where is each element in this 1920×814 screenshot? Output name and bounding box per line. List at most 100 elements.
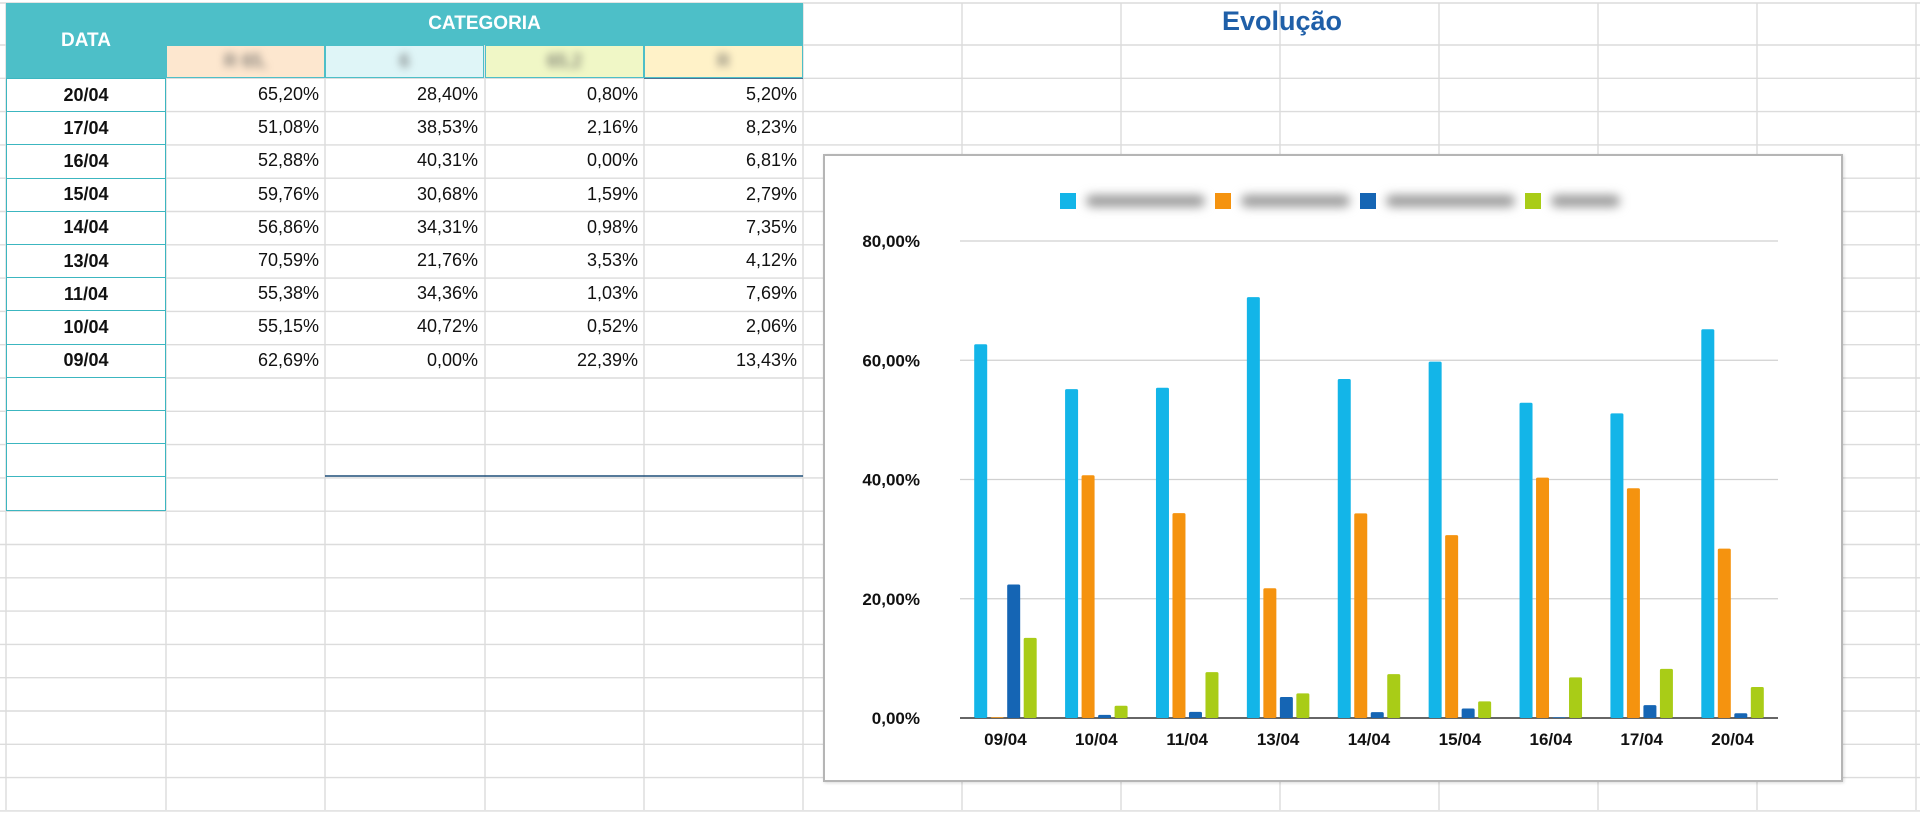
legend-label-redacted	[1385, 195, 1515, 207]
value-cell[interactable]: 0,80%	[586, 84, 638, 105]
value-cell[interactable]: 7,35%	[745, 216, 797, 237]
bar[interactable]	[1188, 711, 1202, 718]
bar[interactable]	[1263, 588, 1277, 718]
bar[interactable]	[1279, 696, 1293, 718]
bar[interactable]	[1370, 712, 1384, 718]
value-cell[interactable]: 6,81%	[745, 150, 797, 171]
value-cell[interactable]: 34,36%	[416, 283, 478, 304]
bar[interactable]	[990, 717, 1004, 718]
bar[interactable]	[1205, 672, 1219, 718]
value-cell[interactable]: 40,72%	[416, 316, 478, 337]
date-cell[interactable]: 16/04	[6, 144, 166, 179]
bar[interactable]	[1717, 548, 1731, 718]
bar[interactable]	[1610, 413, 1624, 718]
value-cell[interactable]: 0,00%	[426, 349, 478, 370]
value-cell[interactable]: 5,20%	[745, 84, 797, 105]
subheader-label: R 65,	[223, 51, 268, 71]
date-cell[interactable]: 14/04	[6, 210, 166, 245]
empty-date-cell[interactable]	[6, 376, 166, 411]
value-cell[interactable]: 59,76%	[257, 183, 319, 204]
date-cell[interactable]: 20/04	[6, 78, 166, 113]
bar[interactable]	[1445, 535, 1459, 718]
legend-label-redacted	[1085, 195, 1205, 207]
bar[interactable]	[1023, 637, 1037, 718]
category-subheader: R 65,	[166, 45, 325, 78]
value-cell[interactable]: 28,40%	[416, 84, 478, 105]
value-cell[interactable]: 1,59%	[586, 183, 638, 204]
bar[interactable]	[974, 344, 988, 718]
category-subheader: R	[644, 45, 803, 78]
value-cell[interactable]: 38,53%	[416, 117, 478, 138]
y-tick-label: 60,00%	[862, 351, 920, 370]
legend-label-redacted	[1240, 195, 1350, 207]
chart-container[interactable]: 0,00% 20,00% 40,00% 60,00% 80,00% 09/04 10/04 1…	[823, 154, 1843, 782]
bar[interactable]	[1065, 389, 1079, 718]
bar[interactable]	[1569, 677, 1583, 718]
bar[interactable]	[1734, 713, 1748, 718]
y-tick-label: 80,00%	[862, 232, 920, 251]
bar[interactable]	[1081, 475, 1095, 718]
bar[interactable]	[1007, 584, 1021, 718]
value-cell[interactable]: 2,06%	[745, 316, 797, 337]
value-cell[interactable]: 62,69%	[257, 349, 319, 370]
value-cell[interactable]: 65,20%	[257, 84, 319, 105]
bar[interactable]	[1519, 402, 1533, 718]
value-cell[interactable]: 4,12%	[745, 250, 797, 271]
value-cell[interactable]: 22,39%	[576, 349, 638, 370]
date-cell[interactable]: 11/04	[6, 277, 166, 312]
date-column-header: DATA	[6, 3, 166, 79]
bar[interactable]	[1461, 708, 1475, 718]
bar[interactable]	[1626, 488, 1640, 718]
empty-date-cell[interactable]	[6, 476, 166, 511]
x-tick-label: 15/04	[1439, 730, 1482, 749]
value-cell[interactable]: 3,53%	[586, 250, 638, 271]
bar[interactable]	[1354, 513, 1368, 718]
value-cell[interactable]: 34,31%	[416, 216, 478, 237]
bar[interactable]	[1643, 705, 1657, 718]
value-cell[interactable]: 55,15%	[257, 316, 319, 337]
value-cell[interactable]: 13,43%	[735, 349, 797, 370]
bar[interactable]	[1098, 714, 1112, 718]
value-cell[interactable]: 52,88%	[257, 150, 319, 171]
bar[interactable]	[1478, 701, 1492, 718]
bar[interactable]	[1114, 705, 1128, 718]
date-cell[interactable]: 10/04	[6, 310, 166, 345]
bar[interactable]	[1155, 387, 1169, 718]
value-cell[interactable]: 2,16%	[586, 117, 638, 138]
bar[interactable]	[1552, 717, 1566, 718]
bar[interactable]	[1246, 297, 1260, 718]
subheader-label: 65,2	[546, 51, 583, 71]
date-cell[interactable]: 17/04	[6, 111, 166, 146]
value-cell[interactable]: 8,23%	[745, 117, 797, 138]
value-cell[interactable]: 1,03%	[586, 283, 638, 304]
value-cell[interactable]: 7,69%	[745, 283, 797, 304]
bar[interactable]	[1296, 693, 1310, 718]
value-cell[interactable]: 0,52%	[586, 316, 638, 337]
value-cell[interactable]: 0,98%	[586, 216, 638, 237]
empty-date-cell[interactable]	[6, 443, 166, 478]
value-cell[interactable]: 56,86%	[257, 216, 319, 237]
value-cell[interactable]: 51,08%	[257, 117, 319, 138]
x-tick-label: 09/04	[984, 730, 1027, 749]
legend-swatch	[1524, 193, 1541, 209]
value-cell[interactable]: 30,68%	[416, 183, 478, 204]
bar[interactable]	[1750, 686, 1764, 718]
value-cell[interactable]: 21,76%	[416, 250, 478, 271]
date-cell[interactable]: 15/04	[6, 177, 166, 212]
bar[interactable]	[1172, 513, 1186, 718]
bar[interactable]	[1659, 668, 1673, 718]
x-tick-label: 10/04	[1075, 730, 1118, 749]
bar[interactable]	[1536, 477, 1550, 718]
value-cell[interactable]: 70,59%	[257, 250, 319, 271]
date-cell[interactable]: 13/04	[6, 244, 166, 279]
bar[interactable]	[1337, 378, 1351, 718]
value-cell[interactable]: 40,31%	[416, 150, 478, 171]
date-cell[interactable]: 09/04	[6, 343, 166, 378]
value-cell[interactable]: 55,38%	[257, 283, 319, 304]
value-cell[interactable]: 2,79%	[745, 183, 797, 204]
bar[interactable]	[1387, 674, 1401, 718]
empty-date-cell[interactable]	[6, 410, 166, 445]
bar[interactable]	[1428, 361, 1442, 718]
bar[interactable]	[1701, 329, 1715, 718]
value-cell[interactable]: 0,00%	[586, 150, 638, 171]
